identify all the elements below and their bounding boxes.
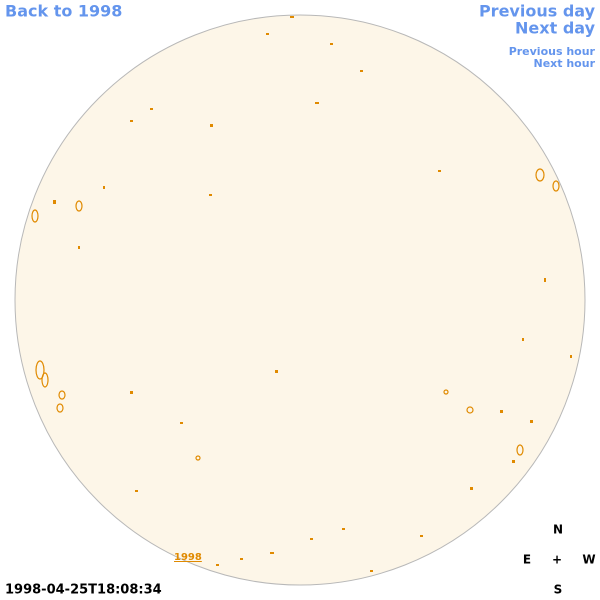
region-contour (75, 200, 83, 212)
region-dot (240, 558, 243, 560)
region-dot (209, 194, 212, 196)
region-contour (552, 180, 560, 192)
compass-south: S (554, 583, 563, 597)
previous-day-link[interactable]: Previous day (479, 2, 596, 21)
region-dot (275, 370, 278, 373)
timestamp: 1998-04-25T18:08:34 (5, 583, 162, 598)
region-contour (58, 390, 66, 400)
region-dot (438, 170, 441, 172)
region-dot (342, 528, 345, 530)
region-dot (370, 570, 373, 572)
region-dot (78, 246, 80, 249)
region-dot (130, 120, 133, 122)
solar-disk (14, 14, 586, 586)
region-contour (516, 444, 524, 456)
previous-hour-link[interactable]: Previous hour (509, 45, 596, 58)
compass-center: + (552, 553, 562, 567)
region-dot (130, 391, 133, 394)
region-dot (150, 108, 153, 110)
region-dot (522, 338, 524, 341)
region-dot (270, 552, 274, 554)
region-dot (135, 490, 138, 492)
active-regions (31, 168, 560, 461)
region-contour (41, 372, 49, 388)
region-dot (360, 70, 363, 72)
compass-north: N (553, 523, 563, 537)
region-dot (544, 278, 546, 282)
next-day-link[interactable]: Next day (515, 19, 596, 38)
region-contour (56, 403, 64, 413)
back-link[interactable]: Back to 1998 (5, 2, 122, 21)
region-dot (53, 200, 56, 204)
region-dot (290, 16, 294, 18)
region-dot (470, 487, 473, 490)
region-dot (512, 460, 515, 463)
region-dot (210, 124, 213, 127)
compass-west: W (582, 553, 595, 567)
region-contour (443, 389, 449, 395)
region-dot (216, 564, 219, 566)
region-contour (535, 168, 545, 182)
region-contour (35, 360, 45, 380)
region-dot (530, 420, 533, 423)
disk-label[interactable]: 1998 (174, 552, 202, 563)
region-dot (310, 538, 313, 540)
next-hour-link[interactable]: Next hour (534, 57, 596, 70)
region-dot (420, 535, 423, 537)
region-contour (195, 455, 201, 461)
region-dot (266, 33, 269, 35)
region-contour (31, 209, 39, 223)
region-dot (180, 422, 183, 424)
region-dot (315, 102, 319, 104)
region-dot (330, 43, 333, 45)
region-contour (466, 406, 474, 414)
active-region-dots (53, 16, 572, 572)
region-dot (103, 186, 105, 189)
compass-east: E (523, 553, 531, 567)
region-dot (570, 355, 572, 358)
region-dot (500, 410, 503, 413)
